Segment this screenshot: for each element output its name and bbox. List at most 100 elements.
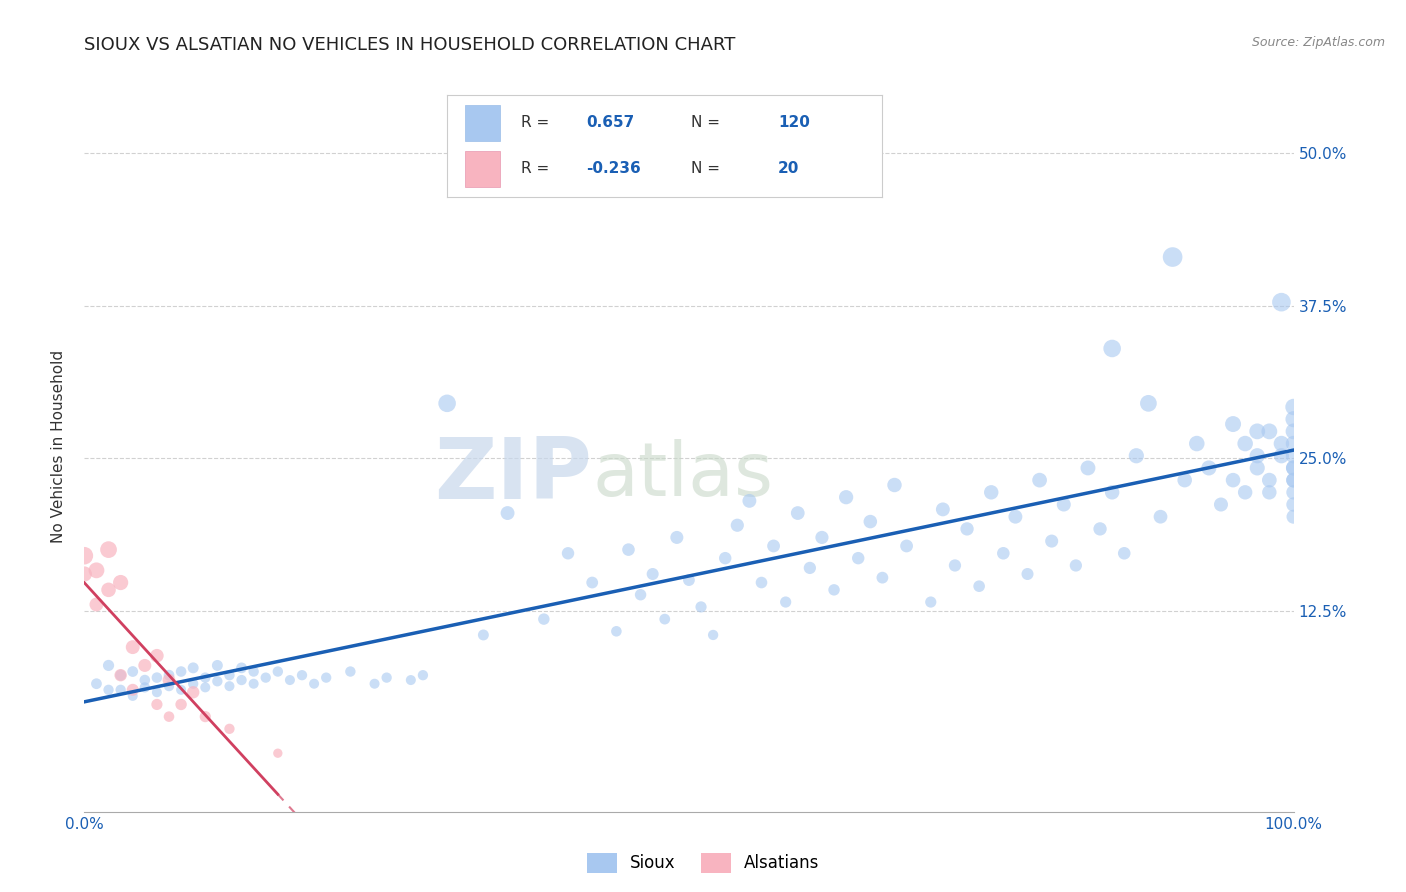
Point	[97, 658, 120, 673]
Point	[1101, 342, 1123, 356]
Point	[799, 561, 821, 575]
Point	[97, 542, 120, 557]
Point	[181, 676, 204, 690]
Point	[207, 674, 229, 689]
Point	[315, 671, 337, 685]
Point	[399, 673, 422, 687]
Point	[134, 658, 156, 673]
Point	[1258, 425, 1281, 439]
Point	[1246, 461, 1268, 475]
Point	[1149, 509, 1171, 524]
Point	[1282, 461, 1305, 475]
Point	[73, 549, 96, 563]
Point	[920, 595, 942, 609]
Point	[557, 546, 579, 560]
Point	[956, 522, 979, 536]
Point	[1125, 449, 1147, 463]
Point	[690, 599, 713, 614]
Point	[896, 539, 918, 553]
Point	[678, 573, 700, 587]
Point	[157, 668, 180, 682]
Point	[194, 709, 217, 723]
Point	[932, 502, 955, 516]
Point	[1270, 295, 1292, 310]
Point	[1040, 534, 1063, 549]
Point	[581, 575, 603, 590]
Point	[967, 579, 990, 593]
Point	[738, 494, 761, 508]
Point	[751, 575, 773, 590]
Point	[86, 598, 108, 612]
Point	[218, 679, 240, 693]
Point	[1209, 498, 1232, 512]
Legend: Sioux, Alsatians: Sioux, Alsatians	[581, 847, 825, 880]
Point	[1077, 461, 1099, 475]
Point	[194, 681, 217, 695]
Point	[1004, 509, 1026, 524]
Point	[1053, 498, 1076, 512]
Point	[436, 396, 458, 410]
Point	[231, 661, 253, 675]
Point	[1282, 412, 1305, 426]
Point	[1282, 400, 1305, 414]
Point	[859, 515, 882, 529]
Point	[786, 506, 808, 520]
Point	[846, 551, 869, 566]
Point	[110, 668, 132, 682]
Point	[1246, 425, 1268, 439]
Point	[121, 682, 143, 697]
Point	[110, 682, 132, 697]
Point	[242, 676, 264, 690]
Point	[110, 668, 132, 682]
Point	[267, 665, 290, 679]
Point	[157, 679, 180, 693]
Text: atlas: atlas	[592, 439, 773, 512]
Point	[1088, 522, 1111, 536]
Point	[267, 746, 290, 760]
Point	[181, 685, 204, 699]
Point	[194, 671, 217, 685]
Point	[86, 676, 108, 690]
Point	[170, 698, 193, 712]
Point	[73, 567, 96, 582]
Point	[146, 671, 169, 685]
Point	[1174, 473, 1197, 487]
Point	[1161, 250, 1184, 264]
Point	[775, 595, 797, 609]
Point	[1282, 449, 1305, 463]
Point	[375, 671, 398, 685]
Point	[278, 673, 301, 687]
Point	[714, 551, 737, 566]
Point	[1282, 436, 1305, 450]
Point	[1282, 473, 1305, 487]
Point	[121, 665, 143, 679]
Point	[1282, 461, 1305, 475]
Point	[170, 665, 193, 679]
Text: Source: ZipAtlas.com: Source: ZipAtlas.com	[1251, 36, 1385, 49]
Point	[231, 673, 253, 687]
Point	[157, 709, 180, 723]
Point	[1185, 436, 1208, 450]
Point	[146, 685, 169, 699]
Point	[170, 682, 193, 697]
Point	[110, 575, 132, 590]
Point	[146, 648, 169, 663]
Point	[134, 673, 156, 687]
Point	[654, 612, 676, 626]
Point	[181, 661, 204, 675]
Point	[1258, 485, 1281, 500]
Point	[157, 673, 180, 687]
Point	[993, 546, 1015, 560]
Point	[1222, 417, 1244, 431]
Point	[835, 490, 858, 504]
Point	[1222, 473, 1244, 487]
Point	[1137, 396, 1160, 410]
Point	[1028, 473, 1050, 487]
Point	[121, 689, 143, 703]
Point	[980, 485, 1002, 500]
Point	[533, 612, 555, 626]
Point	[630, 588, 652, 602]
Point	[872, 571, 894, 585]
Point	[617, 542, 640, 557]
Y-axis label: No Vehicles in Household: No Vehicles in Household	[51, 350, 66, 542]
